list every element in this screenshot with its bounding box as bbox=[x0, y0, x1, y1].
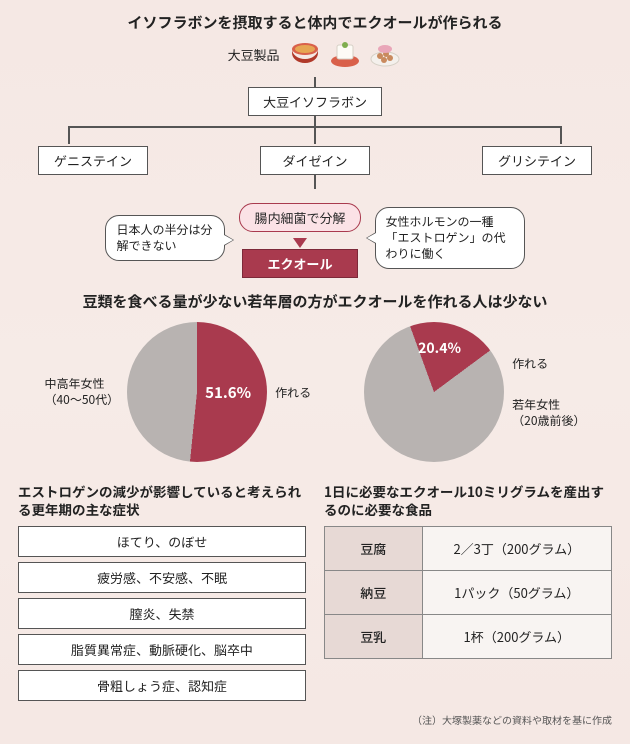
arrow-down-icon bbox=[293, 238, 307, 248]
flow-title: イソフラボンを摂取すると体内でエクオールが作られる bbox=[18, 12, 612, 33]
pie1-percent: 51.6% bbox=[205, 382, 251, 403]
connector bbox=[314, 116, 316, 126]
symptom-item: 疲労感、不安感、不眠 bbox=[18, 562, 306, 593]
pie1-label1: 中高年女性 bbox=[45, 376, 120, 392]
branch-connector bbox=[68, 126, 562, 146]
pie-chart-older: 51.6% bbox=[127, 322, 267, 462]
equol-box: エクオール bbox=[242, 249, 357, 278]
flow-section: イソフラボンを摂取すると体内でエクオールが作られる 大豆製品 大豆イソフラボン … bbox=[18, 12, 612, 273]
food-row: 豆腐2／3丁（200グラム） bbox=[325, 527, 612, 571]
pie2-label1: 若年女性 bbox=[512, 397, 585, 413]
pie-section: 豆類を食べる量が少ない若年層の方がエクオールを作れる人は少ない 中高年女性 （4… bbox=[18, 291, 612, 462]
pie1-can-label: 作れる bbox=[275, 384, 311, 401]
food-name: 豆乳 bbox=[325, 615, 423, 659]
foods-section: 1日に必要なエクオール10ミリグラムを産出するのに必要な食品 豆腐2／3丁（20… bbox=[324, 482, 612, 706]
symptoms-title: エストロゲンの減少が影響していると考えられる更年期の主な症状 bbox=[18, 482, 306, 518]
pie-chart-young: 20.4% bbox=[364, 322, 504, 462]
connector bbox=[314, 77, 316, 87]
pie-group-young: 20.4% 作れる 若年女性 （20歳前後） bbox=[364, 322, 585, 462]
branch-daidzein: ダイゼイン bbox=[260, 146, 370, 175]
food-amount: 2／3丁（200グラム） bbox=[422, 527, 611, 571]
food-row: 納豆1パック（50グラム） bbox=[325, 571, 612, 615]
tofu-icon bbox=[328, 39, 362, 69]
miso-soup-icon bbox=[288, 39, 322, 69]
symptoms-section: エストロゲンの減少が影響していると考えられる更年期の主な症状 ほてり、のぼせ疲労… bbox=[18, 482, 306, 706]
isoflavone-box: 大豆イソフラボン bbox=[248, 87, 382, 116]
branch-row: ゲニステイン ダイゼイン グリシテイン bbox=[18, 146, 612, 175]
pie1-label2: （40〜50代） bbox=[45, 392, 120, 408]
pie2-can-label: 作れる bbox=[512, 356, 585, 372]
symptom-item: 脂質異常症、動脈硬化、脳卒中 bbox=[18, 634, 306, 665]
natto-icon bbox=[368, 39, 402, 69]
pie-section-title: 豆類を食べる量が少ない若年層の方がエクオールを作れる人は少ない bbox=[18, 291, 612, 312]
callout-right: 女性ホルモンの一種「エストロゲン」の代わりに働く bbox=[375, 207, 525, 270]
symptom-item: 膣炎、失禁 bbox=[18, 598, 306, 629]
foods-title: 1日に必要なエクオール10ミリグラムを産出するのに必要な食品 bbox=[324, 482, 612, 518]
food-amount: 1パック（50グラム） bbox=[422, 571, 611, 615]
pie2-percent: 20.4% bbox=[418, 338, 461, 358]
callout-left-text: 日本人の半分は分解できない bbox=[116, 221, 212, 254]
intestine-box: 腸内細菌で分解 bbox=[239, 203, 360, 232]
food-name: 豆腐 bbox=[325, 527, 423, 571]
food-name: 納豆 bbox=[325, 571, 423, 615]
food-row: 豆乳1杯（200グラム） bbox=[325, 615, 612, 659]
callout-left: 日本人の半分は分解できない bbox=[105, 215, 225, 261]
pie2-label2: （20歳前後） bbox=[512, 413, 585, 429]
symptom-list: ほてり、のぼせ疲労感、不安感、不眠膣炎、失禁脂質異常症、動脈硬化、脳卒中骨粗しょ… bbox=[18, 526, 306, 701]
soy-icons bbox=[288, 39, 402, 69]
pie-group-older: 中高年女性 （40〜50代） 51.6% 作れる bbox=[45, 322, 312, 462]
symptom-item: 骨粗しょう症、認知症 bbox=[18, 670, 306, 701]
food-table: 豆腐2／3丁（200グラム）納豆1パック（50グラム）豆乳1杯（200グラム） bbox=[324, 526, 612, 659]
branch-glycitein: グリシテイン bbox=[482, 146, 592, 175]
callout-right-text: 女性ホルモンの一種「エストロゲン」の代わりに働く bbox=[386, 213, 506, 262]
footnote: （注）大塚製薬などの資料や取材を基に作成 bbox=[18, 712, 612, 727]
food-amount: 1杯（200グラム） bbox=[422, 615, 611, 659]
symptom-item: ほてり、のぼせ bbox=[18, 526, 306, 557]
branch-genistein: ゲニステイン bbox=[38, 146, 148, 175]
soy-products-label: 大豆製品 bbox=[228, 45, 280, 64]
intestine-row: 日本人の半分は分解できない 腸内細菌で分解 エクオール 女性ホルモンの一種「エス… bbox=[18, 203, 612, 273]
connector bbox=[314, 175, 316, 189]
